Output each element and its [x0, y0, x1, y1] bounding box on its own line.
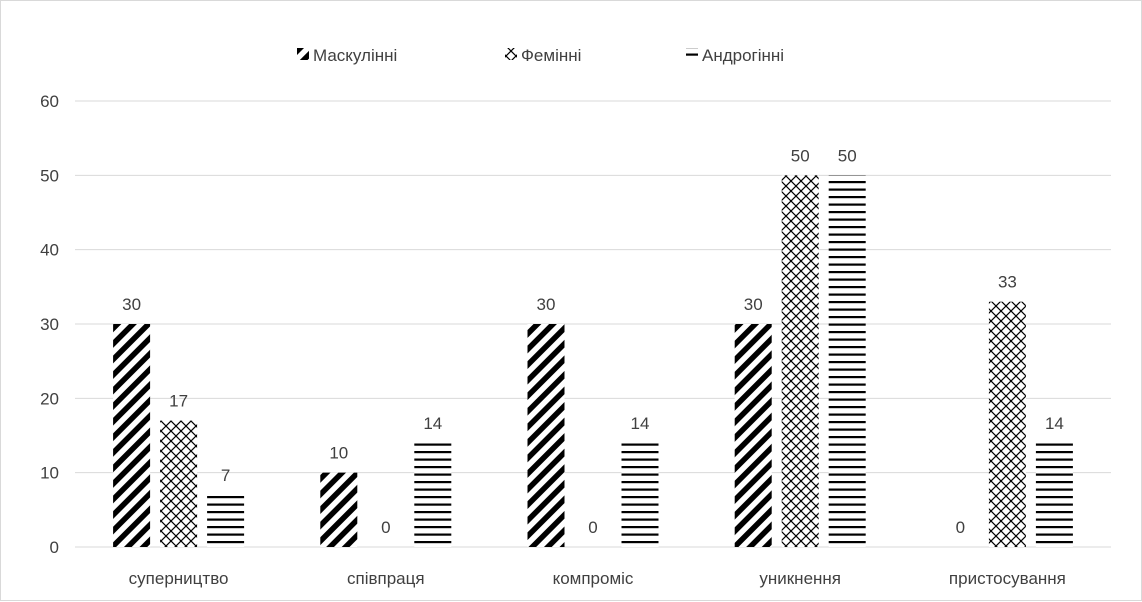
data-label: 50 [791, 146, 810, 165]
bar-3-3 [621, 442, 659, 547]
data-label: 14 [1045, 414, 1064, 433]
data-label: 30 [122, 295, 141, 314]
data-label: 14 [423, 414, 442, 433]
bar-3-4 [828, 175, 866, 548]
data-label: 50 [838, 146, 857, 165]
bar-1-4 [734, 324, 772, 547]
y-tick-label: 60 [40, 92, 59, 111]
category-label: уникнення [759, 569, 841, 588]
y-tick-label: 30 [40, 315, 59, 334]
y-tick-label: 10 [40, 464, 59, 483]
data-label: 30 [537, 295, 556, 314]
data-label: 0 [588, 518, 597, 537]
bar-2-5 [988, 301, 1026, 547]
data-label: 0 [381, 518, 390, 537]
data-label: 7 [221, 466, 230, 485]
bar-2-1 [160, 420, 198, 547]
bar-3-1 [207, 494, 245, 547]
bar-3-5 [1035, 442, 1073, 547]
legend-swatch-2 [505, 48, 517, 60]
category-label: компроміс [553, 569, 634, 588]
bar-3-2 [414, 442, 452, 547]
data-label: 0 [956, 518, 965, 537]
category-label: співпраця [347, 569, 425, 588]
data-label: 10 [329, 444, 348, 463]
legend-label-1: Маскулінні [313, 46, 397, 65]
bar-2-4 [781, 175, 819, 548]
legend-label-3: Андрогінні [702, 46, 784, 65]
bar-1-3 [527, 324, 565, 547]
category-label: пристосування [949, 569, 1066, 588]
data-label: 30 [744, 295, 763, 314]
data-label: 14 [631, 414, 650, 433]
y-tick-label: 0 [50, 538, 59, 557]
legend-swatch-3 [686, 48, 698, 60]
legend-swatch-1 [297, 48, 309, 60]
data-label: 33 [998, 273, 1017, 292]
data-label: 17 [169, 392, 188, 411]
category-label: суперництво [129, 569, 229, 588]
bar-1-1 [113, 324, 151, 547]
legend-label-2: Фемінні [521, 46, 581, 65]
y-tick-label: 50 [40, 166, 59, 185]
y-tick-label: 40 [40, 241, 59, 260]
bar-1-2 [320, 472, 358, 547]
y-tick-label: 20 [40, 389, 59, 408]
